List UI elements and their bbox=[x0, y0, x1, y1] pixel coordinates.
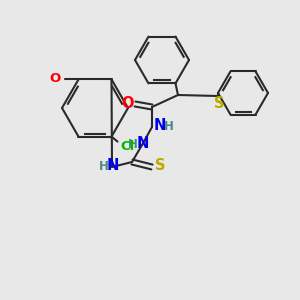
Text: H: H bbox=[99, 160, 109, 172]
Text: Cl: Cl bbox=[120, 140, 135, 153]
Text: N: N bbox=[107, 158, 119, 173]
Text: N: N bbox=[154, 118, 166, 134]
Text: O: O bbox=[49, 72, 60, 85]
Text: S: S bbox=[214, 95, 224, 110]
Text: O: O bbox=[121, 95, 133, 110]
Text: N: N bbox=[137, 136, 149, 152]
Text: H: H bbox=[128, 137, 138, 151]
Text: H: H bbox=[164, 119, 174, 133]
Text: S: S bbox=[155, 158, 165, 173]
